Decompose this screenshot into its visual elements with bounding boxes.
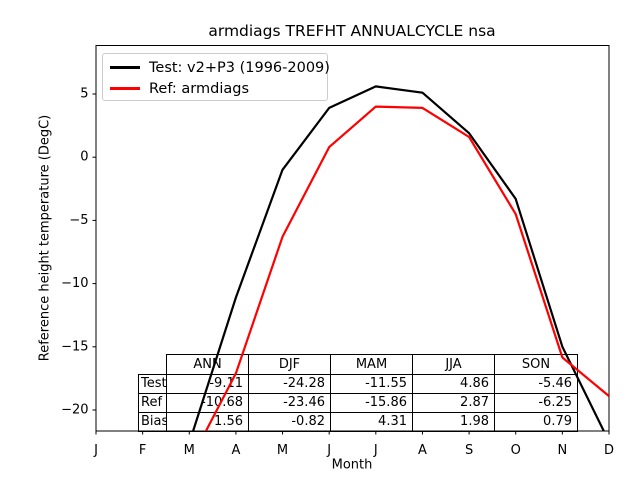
table-header-cell: DJF	[248, 354, 331, 375]
table-cell: -5.46	[494, 374, 578, 394]
table-cell: 4.86	[412, 374, 495, 394]
table-header-cell: MAM	[330, 354, 413, 375]
table-cell: 4.31	[330, 412, 413, 432]
table-row-label: Bias	[138, 412, 167, 432]
table-header-cell: JJA	[412, 354, 495, 375]
table-header-cell: SON	[494, 354, 578, 375]
table-cell: -6.25	[494, 393, 578, 413]
table-cell: 1.98	[412, 412, 495, 432]
table-cell: -23.46	[248, 393, 331, 413]
table-cell: -24.28	[248, 374, 331, 394]
table-cell: 2.87	[412, 393, 495, 413]
table-row-label: Ref	[138, 393, 167, 413]
table-cell: -15.86	[330, 393, 413, 413]
table-cell: -0.82	[248, 412, 331, 432]
table-cell: -10.68	[166, 393, 249, 413]
table-header-cell: ANN	[166, 354, 249, 375]
table-cell: -9.11	[166, 374, 249, 394]
table-row-label: Test	[138, 374, 167, 394]
table-cell: 1.56	[166, 412, 249, 432]
table-cell: -11.55	[330, 374, 413, 394]
table-cell: 0.79	[494, 412, 578, 432]
